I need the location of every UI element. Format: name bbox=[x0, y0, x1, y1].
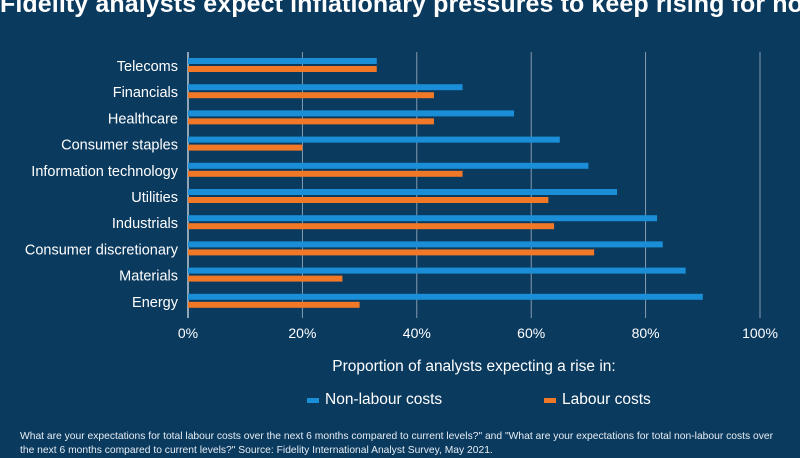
category-label-telecoms: Telecoms bbox=[117, 59, 178, 75]
footnote: What are your expectations for total lab… bbox=[20, 431, 774, 456]
bar-financials-non-labour bbox=[188, 84, 463, 91]
bar-consumer-staples-labour bbox=[188, 144, 303, 151]
bar-healthcare-labour bbox=[188, 118, 434, 125]
legend-label-labour: Labour costs bbox=[562, 391, 651, 408]
legend-swatch-labour bbox=[544, 397, 556, 403]
x-tick-label-80: 80% bbox=[632, 325, 660, 341]
bar-utilities-non-labour bbox=[188, 189, 617, 195]
chart-title: Fidelity analysts expect inflationary pr… bbox=[0, 0, 800, 18]
bar-consumer-discretionary-labour bbox=[188, 249, 595, 256]
bar-industrials-labour bbox=[188, 223, 555, 230]
x-tick-label-0: 0% bbox=[178, 325, 198, 341]
category-label-utilities: Utilities bbox=[131, 190, 178, 206]
x-tick-label-20: 20% bbox=[288, 325, 316, 341]
category-label-energy: Energy bbox=[132, 295, 179, 311]
bar-telecoms-non-labour bbox=[188, 58, 377, 64]
x-axis-label: Proportion of analysts expecting a rise … bbox=[332, 358, 616, 375]
bar-utilities-labour bbox=[188, 197, 549, 203]
bar-materials-labour bbox=[188, 275, 343, 282]
bar-healthcare-non-labour bbox=[188, 110, 515, 117]
category-label-consumer-discretionary: Consumer discretionary bbox=[25, 242, 179, 258]
x-tick-label-100: 100% bbox=[742, 325, 778, 341]
x-tick-label-60: 60% bbox=[517, 325, 545, 341]
bar-telecoms-labour bbox=[188, 66, 377, 72]
legend-item-labour: Labour costs bbox=[544, 391, 651, 409]
bar-energy-labour bbox=[188, 301, 360, 308]
bar-consumer-staples-non-labour bbox=[188, 136, 560, 143]
legend-swatch-non-labour bbox=[307, 397, 319, 403]
category-label-industrials: Industrials bbox=[112, 216, 178, 232]
x-tick-label-40: 40% bbox=[403, 325, 431, 341]
legend-item-non-labour: Non-labour costs bbox=[307, 391, 442, 409]
bar-industrials-non-labour bbox=[188, 215, 658, 222]
category-label-healthcare: Healthcare bbox=[108, 111, 178, 127]
legend-label-non-labour: Non-labour costs bbox=[325, 391, 443, 408]
category-label-information-technology: Information technology bbox=[31, 164, 178, 180]
bar-energy-non-labour bbox=[188, 293, 703, 300]
category-label-consumer-staples: Consumer staples bbox=[61, 138, 178, 154]
bar-information-technology-labour bbox=[188, 170, 463, 177]
bar-information-technology-non-labour bbox=[188, 162, 589, 169]
bar-materials-non-labour bbox=[188, 267, 686, 274]
bar-financials-labour bbox=[188, 92, 434, 99]
category-label-financials: Financials bbox=[113, 85, 178, 101]
bar-consumer-discretionary-non-labour bbox=[188, 241, 663, 248]
category-label-materials: Materials bbox=[119, 269, 178, 285]
